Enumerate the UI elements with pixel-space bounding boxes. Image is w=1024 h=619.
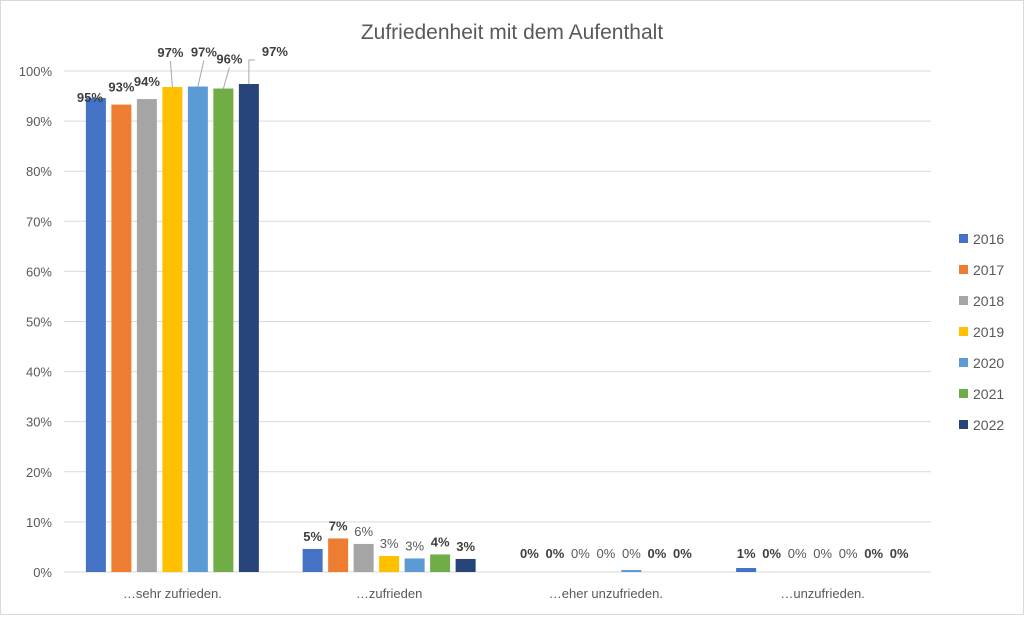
leader-line [197,60,205,87]
y-tick-label: 10% [26,515,52,530]
legend-swatch-2020 [959,358,968,367]
data-label: 0% [788,546,807,561]
legend-label: 2019 [973,324,1004,340]
bar-2021 [430,554,451,572]
data-label: 0% [520,546,539,561]
leader-lines [169,59,255,89]
y-tick-label: 20% [26,465,52,480]
legend-swatch-2021 [959,389,968,398]
bar-2016 [736,567,757,572]
data-label: 0% [647,546,666,561]
legend-label: 2020 [973,355,1004,371]
legend-label: 2021 [973,386,1004,402]
legend-label: 2017 [973,262,1004,278]
bar-2019 [379,555,400,572]
data-label: 94% [134,74,160,89]
data-label: 0% [673,546,692,561]
data-labels: 95%93% 94%97% 97% 96%97%5%7% 6%3% 3% 4% 3% 0% 0% 0… [77,44,909,561]
leader-line [169,60,173,88]
y-axis: 0% 10% 20% 30% 40% 50% 60% 70% 80% 90% 100% [19,64,53,580]
data-label: 93% [108,80,134,95]
data-label: 0% [622,546,641,561]
bar-2020 [187,86,208,572]
legend-label: 2022 [973,417,1004,433]
bar-2022 [238,84,259,572]
legend-swatch-2017 [959,265,968,274]
data-label: 3% [405,538,424,553]
leader-line [222,67,230,89]
data-label: 4% [431,534,450,549]
legend: 2016 2017 2018 2019 2020 2021 2022 [959,231,1004,433]
legend-swatch-2018 [959,296,968,305]
data-label: 0% [571,546,590,561]
data-label: 6% [354,524,373,539]
data-label: 0% [545,546,564,561]
legend-swatch-2016 [959,234,968,243]
bar-2016 [302,548,323,572]
bars [85,84,757,573]
data-label: 97% [262,44,288,59]
bar-2018 [353,543,374,572]
x-category-label: …zufrieden [356,586,422,601]
data-label: 95% [77,90,103,105]
bar-2020 [404,558,425,572]
data-label: 3% [380,536,399,551]
bar-2017 [328,538,349,572]
data-label: 0% [596,546,615,561]
y-tick-label: 70% [26,214,52,229]
y-tick-label: 100% [19,64,53,79]
bar-2020 [621,569,642,572]
bar-2018 [136,99,157,572]
x-category-label: …unzufrieden. [780,586,865,601]
data-label: 0% [762,546,781,561]
y-tick-label: 30% [26,415,52,430]
legend-label: 2018 [973,293,1004,309]
y-tick-label: 80% [26,164,52,179]
y-tick-label: 60% [26,264,52,279]
y-tick-label: 0% [33,565,52,580]
legend-swatch-2019 [959,327,968,336]
data-label: 96% [216,52,242,67]
bar-2021 [213,88,234,572]
x-axis: …sehr zufrieden. …zufrieden …eher unzufrie… [123,586,865,601]
data-label: 1% [737,546,756,561]
legend-swatch-2022 [959,420,968,429]
y-tick-label: 40% [26,365,52,380]
data-label: 0% [839,546,858,561]
gridlines [64,70,931,573]
bar-2022 [455,558,476,572]
data-label: 7% [329,518,348,533]
data-label: 0% [813,546,832,561]
x-category-label: …sehr zufrieden. [123,586,222,601]
data-label: 0% [864,546,883,561]
data-label: 0% [890,546,909,561]
leader-line [248,59,255,85]
bar-2019 [162,87,183,573]
x-category-label: …eher unzufrieden. [549,586,663,601]
data-label: 5% [303,529,322,544]
data-label: 97% [191,45,217,60]
chart-title: Zufriedenheit mit dem Aufenthalt [361,21,664,44]
y-tick-label: 90% [26,114,52,129]
bar-2017 [111,104,132,572]
bar-2016 [85,98,106,572]
legend-label: 2016 [973,231,1004,247]
data-label: 97% [157,45,183,60]
y-tick-label: 50% [26,315,52,330]
data-label: 3% [456,539,475,554]
